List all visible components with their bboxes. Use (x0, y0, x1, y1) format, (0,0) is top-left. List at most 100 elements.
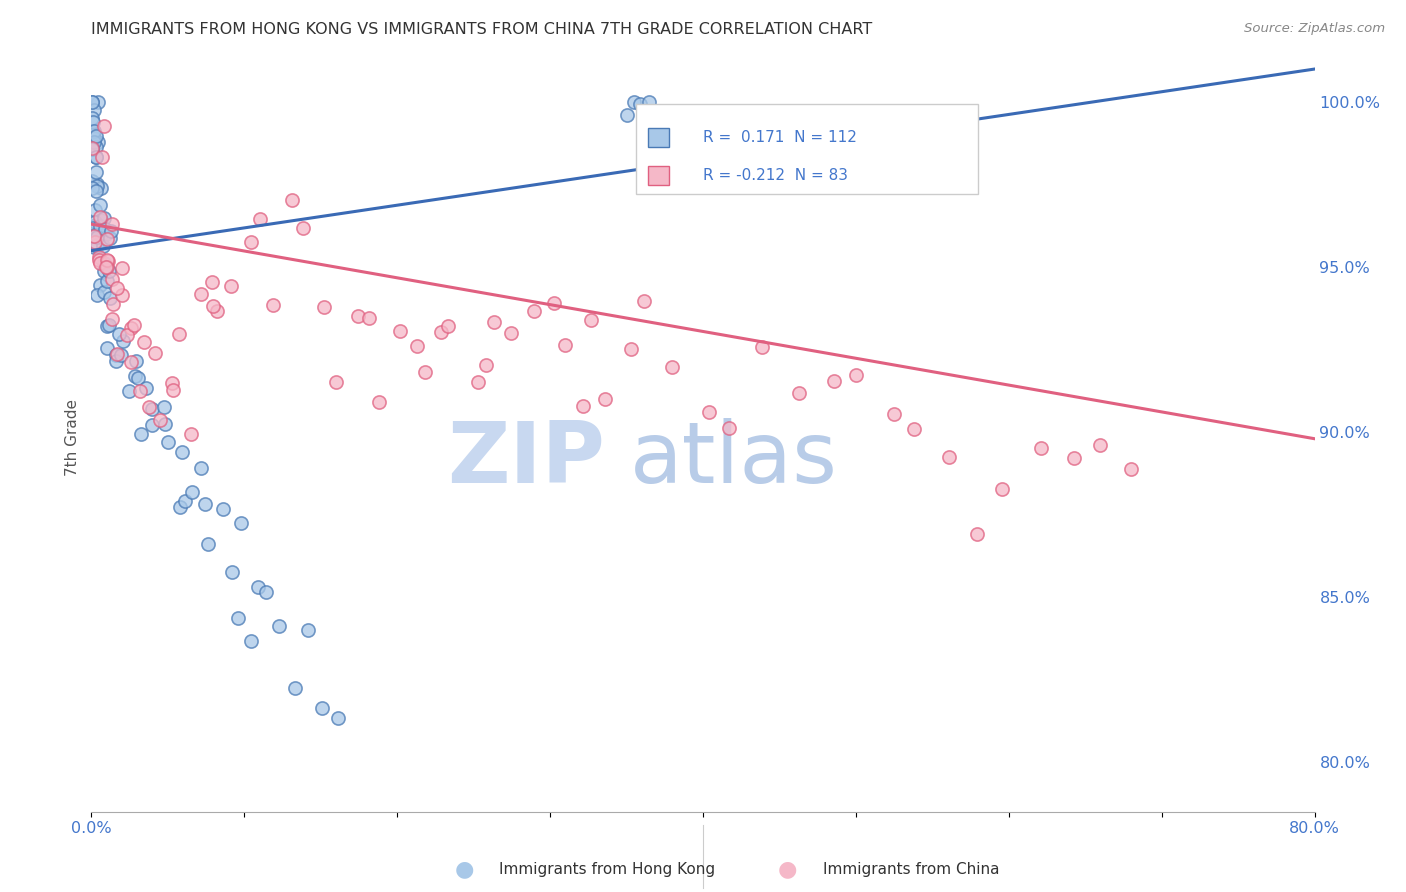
Point (83, 103, 105, 118)
Point (523, 303, 546, 318)
Point (124, 369, 146, 384)
Point (579, 313, 602, 327)
Point (122, 318, 145, 333)
Point (127, 370, 149, 384)
Point (467, 375, 489, 389)
Point (249, 211, 271, 226)
Point (86, 150, 108, 164)
Point (104, 347, 127, 361)
Point (84, 215, 107, 229)
Point (82, 95, 104, 109)
Point (710, 153, 733, 167)
Point (120, 321, 142, 335)
Point (86, 165, 108, 179)
Point (82, 141, 104, 155)
Point (82, 111, 104, 125)
Point (91, 239, 114, 253)
Point (98, 318, 121, 332)
Point (484, 315, 506, 329)
Point (89, 277, 111, 292)
Point (388, 324, 411, 338)
Point (501, 326, 523, 340)
Point (728, 144, 751, 158)
Point (883, 407, 905, 421)
Point (83, 135, 105, 149)
Point (367, 395, 389, 409)
Point (751, 340, 773, 354)
Point (108, 327, 131, 342)
Point (84, 128, 107, 143)
Point (118, 384, 141, 398)
Point (111, 288, 134, 302)
Point (86, 239, 108, 253)
Point (768, 167, 790, 181)
Point (745, 136, 768, 150)
Text: ●: ● (454, 860, 474, 880)
Point (638, 95, 661, 109)
Point (357, 310, 380, 325)
Point (1029, 441, 1052, 455)
Text: IMMIGRANTS FROM HONG KONG VS IMMIGRANTS FROM CHINA 7TH GRADE CORRELATION CHART: IMMIGRANTS FROM HONG KONG VS IMMIGRANTS … (91, 22, 873, 37)
Point (326, 711, 349, 725)
Point (190, 461, 212, 475)
Point (96, 252, 118, 267)
Text: Immigrants from Hong Kong: Immigrants from Hong Kong (499, 863, 716, 877)
Point (616, 108, 638, 122)
Bar (648, 166, 669, 185)
Point (100, 224, 122, 238)
Point (96, 260, 118, 275)
Point (120, 355, 142, 369)
Point (990, 482, 1012, 496)
Point (180, 484, 202, 499)
Point (132, 335, 155, 350)
Point (115, 328, 138, 343)
Point (90, 212, 112, 227)
Point (180, 427, 202, 442)
Point (90, 181, 112, 195)
Point (100, 231, 122, 245)
Point (845, 368, 868, 383)
Point (190, 287, 212, 301)
Point (149, 413, 172, 427)
Point (668, 127, 690, 141)
Point (82, 137, 104, 152)
Point (86, 288, 108, 302)
Point (620, 342, 643, 356)
Point (162, 384, 184, 398)
Point (83, 124, 105, 138)
Point (141, 417, 163, 432)
Point (169, 500, 191, 515)
Point (311, 701, 333, 715)
Point (700, 139, 723, 153)
Point (83, 235, 105, 250)
Point (672, 122, 695, 136)
Point (628, 97, 651, 112)
Point (125, 353, 148, 368)
Point (87, 95, 110, 109)
Point (207, 303, 229, 318)
Point (93, 256, 115, 270)
Point (138, 400, 160, 414)
Point (430, 325, 453, 339)
Point (709, 122, 731, 136)
Point (823, 374, 845, 388)
Point (325, 376, 347, 390)
Point (262, 297, 284, 311)
Point (104, 354, 127, 368)
Point (759, 112, 782, 126)
Point (219, 279, 242, 293)
Text: Source: ZipAtlas.com: Source: ZipAtlas.com (1244, 22, 1385, 36)
Point (82, 114, 104, 128)
Point (97, 254, 120, 268)
Point (94, 260, 117, 275)
Point (83, 240, 105, 254)
Point (153, 417, 176, 432)
Point (82, 174, 104, 188)
Point (758, 150, 780, 164)
Point (789, 386, 811, 401)
Point (231, 516, 253, 530)
FancyBboxPatch shape (636, 103, 979, 194)
Point (96, 274, 118, 288)
Point (84, 140, 107, 154)
Point (742, 153, 765, 167)
